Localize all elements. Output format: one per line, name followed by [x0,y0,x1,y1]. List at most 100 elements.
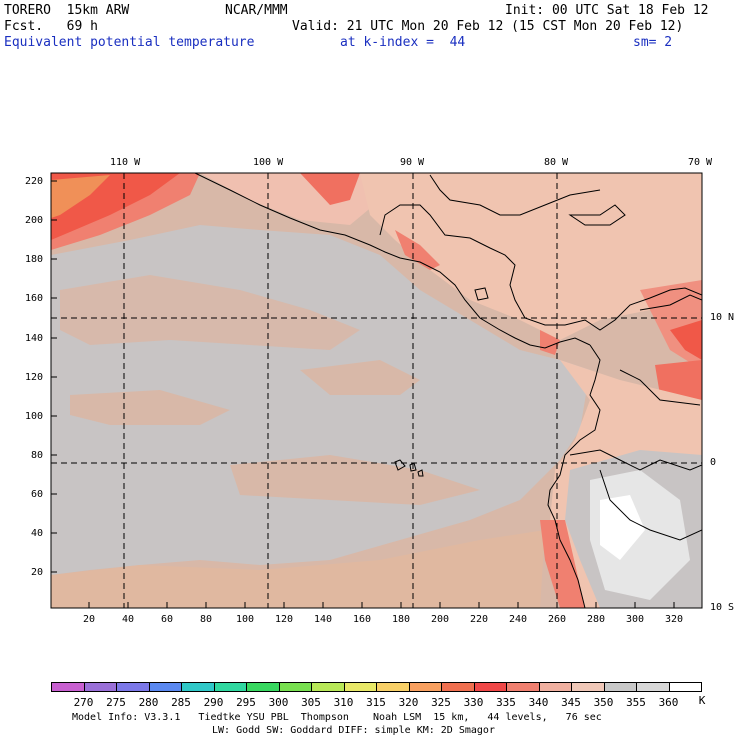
legend-swatch [408,682,442,692]
organization: NCAR/MMM [225,3,288,18]
legend-level-label: 280 [138,696,159,709]
legend-swatch [148,682,182,692]
x-tick-label: 280 [587,614,606,625]
model-info-line1: Model Info: V3.3.1 Tiedtke YSU PBL Thomp… [72,712,602,723]
legend-level-label: 330 [463,696,484,709]
y-tick-label: 40 [31,528,44,539]
lon-label-90w: 90 W [400,157,425,168]
lat-label-10n: 10 N [710,312,735,323]
x-tick-label: 260 [548,614,567,625]
field-name: Equivalent potential temperature [4,35,255,50]
field-warm-patch-1 [300,360,420,395]
coast-pacific-central-america [194,173,591,349]
init-time: Init: 00 UTC Sat 18 Feb 12 [505,3,709,18]
border-colombia [619,369,701,406]
lon-label-110w: 110 W [110,157,141,168]
legend-swatch [506,682,540,692]
legend-level-label: 295 [236,696,256,709]
x-ticks [88,602,675,608]
field-andes-white [600,495,645,560]
lake-nicaragua [474,287,489,301]
legend-swatch [603,682,637,692]
lon-label-80w: 80 W [544,157,569,168]
theta-e-field [51,173,702,608]
x-tick-label: 100 [236,614,255,625]
x-tick-label: 240 [509,614,528,625]
coast-yucatan-cuba [429,174,601,216]
legend-swatch [636,682,670,692]
legend-level-label: 310 [333,696,354,709]
x-tick-label: 40 [122,614,135,625]
legend-swatch [668,682,702,692]
model-title: TORERO 15km ARW [4,3,130,18]
field-warm-patch-3 [230,455,480,505]
legend-level-label: 285 [171,696,191,709]
field-land-north [360,173,702,340]
coast-south-america-west [547,344,601,608]
lat-label-0: 0 [710,457,717,468]
x-tick-label: 180 [392,614,411,625]
smoothing-info: sm= 2 [633,35,673,50]
y-tick-label: 140 [25,333,44,344]
field-peru-coast-warm [540,520,585,608]
island-jamaica-area [568,204,626,226]
x-tick-label: 60 [161,614,174,625]
field-warm-patch-2 [70,390,230,425]
level-info: at k-index = 44 [340,35,466,50]
legend-level-label: 300 [268,696,289,709]
legend-swatch [213,682,247,692]
x-tick-label: 20 [83,614,96,625]
legend-level-label: 360 [658,696,679,709]
x-tick-label: 300 [626,614,645,625]
y-tick-label: 80 [31,450,44,461]
y-tick-label: 200 [25,215,44,226]
field-warm-band-1 [60,275,360,350]
lat-label-10s: 10 S [710,602,735,613]
field-mexico-hot [300,173,360,205]
field-guatemala-warm [395,230,440,270]
field-panama-warm [540,330,560,355]
legend-swatch [181,682,215,692]
plot-frame [50,172,703,609]
field-colombia-hot [670,320,702,360]
legend-swatch [116,682,150,692]
coast-venezuela [639,294,702,311]
field-south-warm [51,530,545,608]
graticule [51,173,702,608]
legend-level-label: 325 [431,696,451,709]
y-tick-label: 160 [25,293,44,304]
legend-swatch [343,682,377,692]
legend-level-label: 290 [203,696,224,709]
legend-swatch [83,682,117,692]
legend-swatch [246,682,280,692]
lon-label-70w: 70 W [688,157,713,168]
coastlines [194,173,702,608]
y-tick-label: 180 [25,254,44,265]
legend-swatch [441,682,475,692]
x-tick-label: 120 [275,614,294,625]
legend-swatch [376,682,410,692]
legend-level-label: 305 [301,696,321,709]
border-ecuador-peru [569,449,702,471]
valid-time: Valid: 21 UTC Mon 20 Feb 12 (15 CST Mon … [292,19,684,34]
y-tick-label: 20 [31,567,44,578]
y-tick-label: 220 [25,176,44,187]
x-tick-label: 320 [665,614,684,625]
legend-level-label: 335 [496,696,516,709]
model-info-line2: LW: Godd SW: Goddard DIFF: simple KM: 2D… [212,725,495,736]
coast-caribbean [379,204,702,331]
legend-level-label: 315 [366,696,386,709]
y-ticks [51,180,57,573]
legend-level-label: 320 [398,696,419,709]
legend-unit-label: K [698,694,706,707]
y-tick-label: 120 [25,372,44,383]
lon-label-100w: 100 W [253,157,284,168]
legend-swatch [278,682,312,692]
legend-swatch [571,682,605,692]
legend-swatch [473,682,507,692]
x-tick-label: 80 [200,614,213,625]
x-tick-label: 140 [314,614,333,625]
forecast-hour: Fcst. 69 h [4,19,98,34]
legend-level-label: 355 [626,696,646,709]
